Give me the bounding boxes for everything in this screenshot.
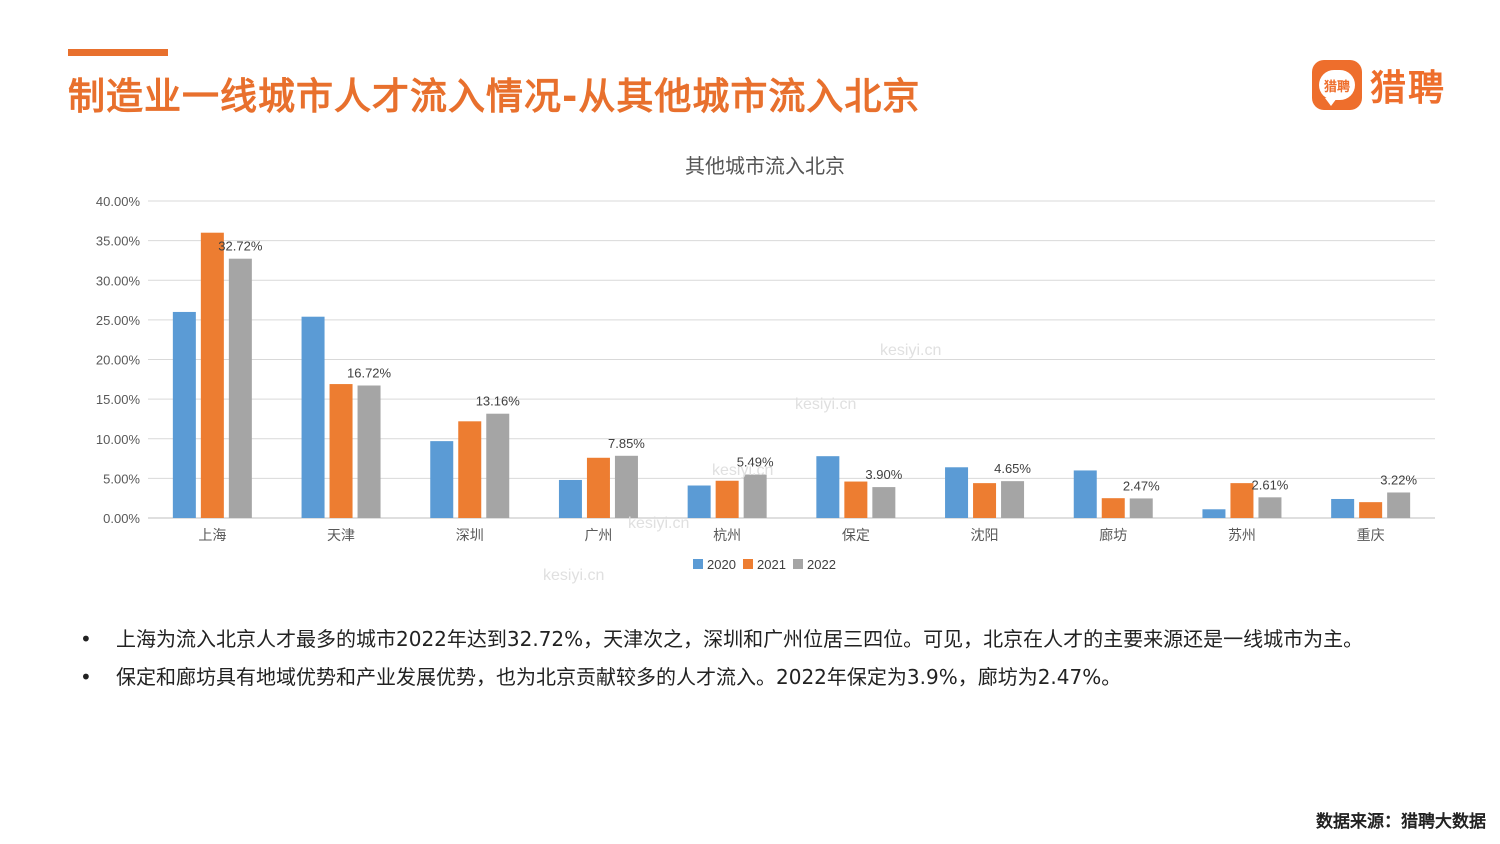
- y-tick-label: 10.00%: [96, 432, 141, 447]
- bar-2022: [486, 413, 510, 518]
- legend-label: 2020: [707, 557, 736, 572]
- data-label: 13.16%: [476, 394, 521, 409]
- bar-2022: [1258, 497, 1282, 518]
- watermark: kesiyi.cn: [795, 396, 857, 413]
- bar-2020: [816, 456, 840, 518]
- bullet-item: • 上海为流入北京人才最多的城市2022年达到32.72%，天津次之，深圳和广州…: [80, 620, 1440, 658]
- bar-2021: [200, 232, 224, 518]
- bar-2022: [1387, 492, 1411, 518]
- bar-2021: [715, 480, 739, 518]
- chart-data-labels: 32.72% 16.72% 13.16% 7.85% 5.49% 3.90% 4.65% 2.…: [218, 239, 1417, 494]
- x-axis: 上海 天津 深圳 广州 杭州 保定 沈阳 廊坊 苏州 重庆: [198, 527, 1384, 544]
- bullet-text: 保定和廊坊具有地域优势和产业发展优势，也为北京贡献较多的人才流入。2022年保定…: [116, 665, 1122, 689]
- bar-2021: [586, 457, 610, 518]
- legend-label: 2022: [807, 557, 836, 572]
- data-label: 16.72%: [347, 365, 392, 380]
- legend-label: 2021: [757, 557, 786, 572]
- data-label: 3.22%: [1380, 472, 1417, 487]
- bullet-marker: •: [80, 627, 92, 651]
- bar-2022: [614, 455, 638, 518]
- y-tick-label: 40.00%: [96, 194, 141, 209]
- x-tick-label: 重庆: [1357, 528, 1385, 544]
- y-tick-label: 35.00%: [96, 234, 141, 249]
- y-tick-label: 15.00%: [96, 392, 141, 407]
- bar-2020: [301, 316, 325, 518]
- bar-2022: [1129, 498, 1153, 518]
- bar-2020: [172, 311, 196, 518]
- y-tick-label: 30.00%: [96, 273, 141, 288]
- page-title: 制造业一线城市人才流入情况-从其他城市流入北京: [68, 75, 921, 118]
- x-tick-label: 深圳: [456, 528, 484, 544]
- bar-2022: [872, 487, 896, 518]
- data-label: 7.85%: [608, 436, 645, 451]
- x-tick-label: 上海: [198, 528, 226, 544]
- bar-2021: [329, 384, 353, 518]
- bar-2020: [945, 467, 969, 518]
- bar-chart: 其他城市流入北京 0.00% 5.00% 10.00% 15.00% 20.00% 25.…: [96, 154, 1435, 572]
- data-label: 5.49%: [737, 454, 774, 469]
- x-tick-label: 杭州: [713, 528, 741, 544]
- chart-legend: 2020 2021 2022: [693, 557, 836, 572]
- bullet-text: 上海为流入北京人才最多的城市2022年达到32.72%，天津次之，深圳和广州位居…: [116, 627, 1364, 651]
- bar-2020: [687, 485, 711, 518]
- y-tick-label: 20.00%: [96, 353, 141, 368]
- chart-title: 其他城市流入北京: [685, 154, 845, 178]
- bar-2020: [430, 441, 454, 518]
- bar-2022: [228, 258, 252, 518]
- data-label: 2.47%: [1123, 478, 1160, 493]
- bar-2020: [1073, 470, 1097, 518]
- legend-swatch: [793, 559, 803, 569]
- y-tick-label: 0.00%: [103, 511, 140, 526]
- bar-2021: [1359, 502, 1383, 518]
- bullet-item: • 保定和廊坊具有地域优势和产业发展优势，也为北京贡献较多的人才流入。2022年…: [80, 658, 1440, 696]
- legend-swatch: [743, 559, 753, 569]
- bar-2022: [357, 385, 381, 518]
- title-accent-bar: [68, 49, 168, 56]
- logo-text: 猎聘: [1370, 68, 1447, 109]
- bar-2021: [1230, 483, 1254, 518]
- bar-2020: [1331, 498, 1355, 518]
- y-axis: 0.00% 5.00% 10.00% 15.00% 20.00% 25.00% 30.00%…: [96, 194, 141, 526]
- y-tick-label: 25.00%: [96, 313, 141, 328]
- bar-2022: [743, 474, 767, 518]
- x-tick-label: 天津: [327, 528, 355, 544]
- watermark: kesiyi.cn: [543, 567, 605, 584]
- x-tick-label: 沈阳: [971, 528, 999, 544]
- liepin-logo: 猎聘 猎聘: [1312, 60, 1446, 110]
- watermark: kesiyi.cn: [712, 462, 774, 479]
- bar-2020: [558, 479, 582, 518]
- data-label: 32.72%: [218, 239, 263, 254]
- watermark: kesiyi.cn: [628, 515, 690, 532]
- logo-badge-text: 猎聘: [1319, 70, 1355, 106]
- chart-bars: [172, 232, 1411, 518]
- watermark: kesiyi.cn: [880, 342, 942, 359]
- data-label: 4.65%: [994, 461, 1031, 476]
- data-label: 3.90%: [865, 467, 902, 482]
- bullet-marker: •: [80, 665, 92, 689]
- liepin-logo-icon: 猎聘: [1312, 60, 1362, 110]
- x-tick-label: 苏州: [1228, 528, 1256, 544]
- bar-2020: [1202, 509, 1226, 518]
- x-tick-label: 保定: [842, 528, 870, 544]
- x-tick-label: 廊坊: [1099, 527, 1127, 544]
- legend-swatch: [693, 559, 703, 569]
- bar-2022: [1001, 481, 1025, 518]
- bar-2021: [844, 481, 868, 518]
- x-tick-label: 广州: [584, 528, 612, 544]
- y-tick-label: 5.00%: [103, 471, 140, 486]
- bar-2021: [973, 483, 997, 518]
- data-label: 2.61%: [1252, 477, 1289, 492]
- bar-2021: [458, 421, 482, 518]
- bullet-list: • 上海为流入北京人才最多的城市2022年达到32.72%，天津次之，深圳和广州…: [80, 620, 1440, 696]
- bar-2021: [1101, 498, 1125, 518]
- data-source: 数据来源：猎聘大数据: [1316, 812, 1486, 832]
